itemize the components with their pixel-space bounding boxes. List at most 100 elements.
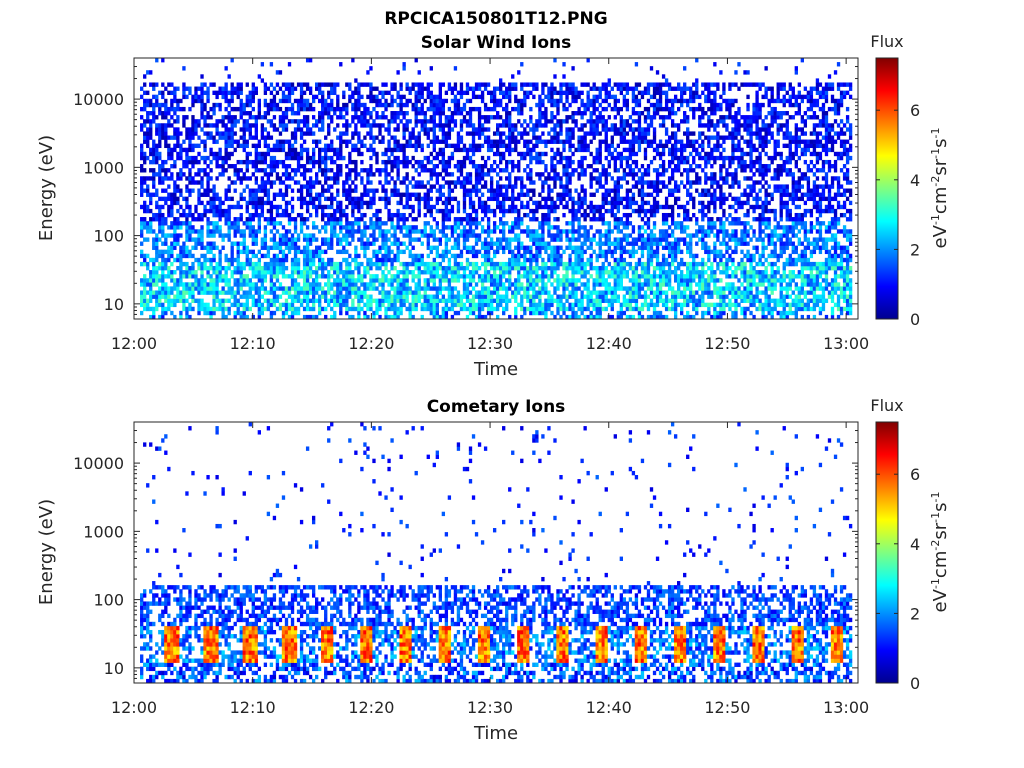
heatmap-cell (293, 180, 298, 185)
heatmap-cell (456, 253, 461, 259)
heatmap-cell (182, 164, 186, 169)
heatmap-cell (173, 131, 177, 136)
heatmap-cell (511, 229, 515, 234)
heatmap-cell (218, 270, 222, 275)
heatmap-cell (447, 119, 452, 124)
heatmap-cell (221, 119, 225, 124)
heatmap-cell (465, 86, 470, 91)
heatmap-cell (242, 310, 246, 316)
heatmap-cell (517, 131, 521, 136)
heatmap-cell (480, 82, 485, 87)
heatmap-cell (197, 180, 201, 185)
heatmap-cell (508, 245, 512, 250)
heatmap-cell (155, 102, 159, 108)
heatmap-cell (227, 237, 231, 242)
heatmap-cell (526, 249, 530, 255)
heatmap-cell (556, 204, 560, 210)
heatmap-cell (414, 294, 418, 299)
heatmap-cell (387, 229, 391, 234)
heatmap-cell (161, 221, 165, 226)
heatmap-cell (526, 290, 530, 295)
heatmap-cell (290, 151, 295, 157)
heatmap-cell (336, 290, 340, 295)
heatmap-cell (538, 306, 542, 312)
heatmap-cell (281, 192, 286, 197)
heatmap-cell (523, 270, 527, 275)
heatmap-cell (324, 102, 328, 108)
heatmap-cell (496, 151, 500, 157)
heatmap-cell (233, 233, 237, 238)
heatmap-cell (155, 265, 159, 271)
heatmap-cell (330, 212, 334, 218)
heatmap-cell (170, 221, 174, 226)
heatmap-cell (155, 143, 159, 149)
heatmap-cell (233, 282, 237, 287)
heatmap-cell (324, 188, 328, 193)
heatmap-cell (272, 310, 277, 316)
heatmap-cell (311, 249, 316, 255)
heatmap-cell (360, 306, 364, 312)
heatmap-cell (311, 237, 316, 242)
heatmap-cell (480, 278, 485, 283)
heatmap-cell (230, 151, 234, 157)
heatmap-cell (149, 314, 153, 320)
heatmap-cell (318, 180, 322, 185)
heatmap-cell (372, 119, 376, 124)
heatmap-cell (227, 221, 231, 226)
heatmap-cell (375, 253, 379, 259)
heatmap-cell (387, 290, 391, 295)
heatmap-cell (321, 257, 325, 263)
heatmap-cell (502, 106, 506, 112)
heatmap-cell (390, 298, 394, 303)
heatmap-cell (450, 245, 455, 250)
heatmap-cell (275, 139, 280, 144)
heatmap-cell (218, 131, 222, 136)
heatmap-cell (287, 151, 292, 157)
heatmap-cell (450, 143, 455, 149)
heatmap-cell (450, 151, 455, 157)
heatmap-cell (311, 294, 316, 299)
heatmap-cell (372, 229, 376, 234)
heatmap-cell (221, 155, 225, 161)
heatmap-cell (305, 155, 310, 161)
heatmap-cell (293, 290, 298, 295)
heatmap-cell (378, 102, 382, 108)
heatmap-cell (248, 221, 252, 226)
heatmap-cell (342, 184, 346, 189)
heatmap-cell (143, 257, 147, 263)
heatmap-cell (281, 147, 286, 153)
heatmap-cell (556, 302, 560, 308)
heatmap-cell (342, 249, 346, 255)
heatmap-cell (369, 286, 373, 291)
heatmap-cell (492, 221, 497, 226)
heatmap-cell (468, 310, 473, 316)
heatmap-cell (369, 265, 373, 271)
heatmap-cell (179, 265, 183, 271)
heatmap-cell (176, 155, 180, 161)
heatmap-cell (272, 180, 277, 185)
heatmap-cell (209, 159, 213, 165)
heatmap-cell (375, 286, 379, 291)
heatmap-cell (360, 282, 364, 287)
heatmap-cell (453, 82, 458, 87)
heatmap-cell (496, 249, 500, 255)
heatmap-cell (305, 302, 310, 308)
heatmap-cell (465, 237, 470, 242)
heatmap-cell (348, 270, 352, 275)
heatmap-cell (302, 274, 307, 279)
heatmap-cell (315, 143, 319, 149)
heatmap-cell (408, 90, 412, 96)
heatmap-cell (275, 164, 280, 169)
heatmap-cell (480, 200, 485, 206)
heatmap-cell (541, 180, 545, 185)
heatmap-cell (384, 90, 388, 96)
heatmap-cell (245, 282, 249, 287)
heatmap-cell (538, 253, 542, 259)
heatmap-cell (324, 204, 328, 210)
heatmap-cell (402, 217, 406, 222)
heatmap-cell (441, 151, 446, 157)
heatmap-cell (426, 286, 430, 291)
heatmap-cell (511, 135, 515, 140)
heatmap-cell (369, 225, 373, 230)
heatmap-cell (284, 257, 289, 263)
